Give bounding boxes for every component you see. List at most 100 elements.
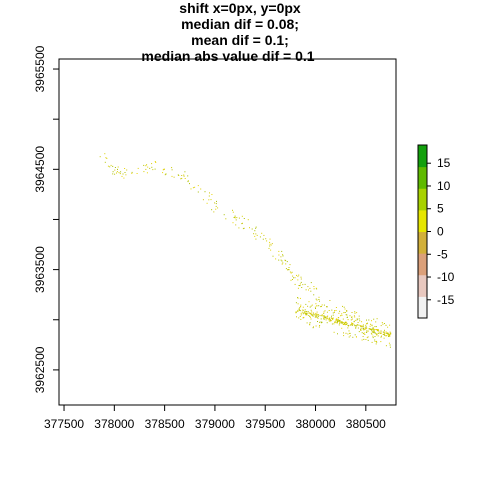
raster-pixel bbox=[261, 232, 263, 234]
raster-pixel bbox=[255, 227, 257, 229]
raster-pixel bbox=[180, 178, 182, 180]
raster-pixel bbox=[184, 171, 186, 173]
raster-pixel bbox=[343, 324, 344, 325]
raster-pixel bbox=[357, 327, 359, 329]
raster-pixel bbox=[297, 311, 299, 312]
raster-pixel bbox=[388, 336, 390, 337]
raster-pixel bbox=[371, 333, 373, 335]
raster-pixel bbox=[361, 321, 363, 323]
raster-pixel bbox=[384, 329, 385, 331]
raster-pixel bbox=[365, 339, 367, 340]
raster-pixel bbox=[367, 330, 369, 332]
raster-pixel bbox=[344, 308, 346, 310]
raster-pixel bbox=[309, 322, 311, 324]
raster-pixel bbox=[323, 318, 325, 320]
raster-pixel bbox=[309, 312, 311, 314]
raster-pixel bbox=[232, 209, 233, 211]
legend-tick-label: 15 bbox=[437, 156, 451, 170]
raster-pixel bbox=[332, 312, 334, 314]
raster-pixel bbox=[386, 333, 388, 335]
raster-pixel bbox=[151, 166, 153, 168]
raster-pixel bbox=[316, 317, 318, 318]
raster-pixel bbox=[211, 209, 213, 211]
raster-pixel bbox=[137, 167, 139, 169]
raster-pixel bbox=[281, 250, 283, 252]
raster-pixel bbox=[343, 335, 345, 337]
raster-pixel bbox=[372, 329, 374, 331]
raster-pixel bbox=[321, 314, 323, 316]
raster-pixel bbox=[339, 323, 341, 324]
raster-pixel bbox=[280, 259, 282, 261]
raster-pixel bbox=[120, 171, 122, 173]
raster-pixel bbox=[385, 345, 387, 347]
raster-pixel bbox=[181, 175, 183, 176]
raster-pixel bbox=[117, 168, 118, 170]
raster-pixel bbox=[312, 314, 314, 316]
raster-pixel bbox=[342, 318, 344, 320]
raster-pixel bbox=[238, 217, 240, 219]
title-line-3: mean dif = 0.1; bbox=[191, 32, 289, 48]
raster-pixel bbox=[254, 230, 256, 232]
raster-pixel bbox=[309, 306, 311, 308]
raster-pixel bbox=[347, 333, 349, 335]
raster-pixel bbox=[326, 306, 328, 308]
title-line-1: shift x=0px, y=0px bbox=[179, 0, 301, 16]
raster-pixel bbox=[321, 305, 322, 307]
raster-pixel bbox=[295, 312, 297, 314]
x-tick-label: 378500 bbox=[145, 417, 185, 431]
raster-pixel bbox=[339, 322, 341, 324]
raster-pixel bbox=[337, 320, 339, 322]
raster-pixel bbox=[270, 249, 272, 251]
raster-pixel bbox=[300, 312, 302, 314]
raster-pixel bbox=[370, 329, 372, 331]
raster-pixel bbox=[380, 332, 382, 334]
raster-pixel bbox=[346, 322, 348, 324]
raster-pixel bbox=[337, 319, 339, 321]
raster-pixel bbox=[336, 322, 338, 324]
raster-pixel bbox=[217, 207, 219, 209]
raster-pixel bbox=[369, 329, 371, 330]
raster-pixel bbox=[316, 305, 318, 307]
raster-pixel bbox=[351, 324, 353, 326]
raster-pixel bbox=[361, 328, 363, 330]
raster-pixel bbox=[305, 303, 307, 305]
legend-color-swatch bbox=[418, 209, 427, 232]
raster-pixel bbox=[280, 256, 282, 258]
raster-pixel bbox=[146, 164, 148, 166]
raster-pixel bbox=[372, 331, 374, 333]
raster-pixel bbox=[299, 297, 301, 299]
raster-pixel bbox=[339, 320, 341, 321]
raster-pixel bbox=[300, 314, 302, 316]
raster-pixel bbox=[373, 331, 375, 333]
raster-pixel bbox=[259, 236, 261, 238]
raster-pixel bbox=[385, 333, 387, 334]
raster-pixel bbox=[290, 272, 292, 274]
raster-pixel bbox=[151, 163, 153, 165]
raster-pixel bbox=[385, 324, 387, 326]
raster-pixel bbox=[361, 339, 363, 341]
raster-pixel bbox=[162, 172, 164, 174]
raster-pixel bbox=[107, 165, 109, 167]
raster-pixel bbox=[355, 327, 357, 329]
raster-pixel bbox=[335, 307, 337, 308]
raster-pixel bbox=[308, 315, 310, 316]
raster-pixel bbox=[189, 183, 190, 185]
raster-pixel bbox=[165, 173, 167, 175]
raster-pixel bbox=[310, 313, 312, 315]
raster-pixel bbox=[269, 238, 271, 240]
raster-pixel bbox=[336, 318, 338, 320]
raster-pixel bbox=[349, 335, 351, 337]
raster-pixel bbox=[316, 315, 318, 317]
raster-pixel bbox=[263, 234, 265, 236]
raster-pixel bbox=[146, 172, 148, 174]
raster-pixel bbox=[296, 316, 297, 318]
raster-pixel bbox=[385, 331, 387, 333]
raster-pixel bbox=[335, 318, 337, 320]
raster-pixel bbox=[171, 167, 173, 169]
raster-pixel bbox=[256, 234, 258, 236]
raster-pixel bbox=[114, 167, 116, 168]
raster-pixel bbox=[200, 188, 202, 190]
raster-pixel bbox=[299, 310, 301, 312]
raster-pixel bbox=[211, 194, 213, 195]
